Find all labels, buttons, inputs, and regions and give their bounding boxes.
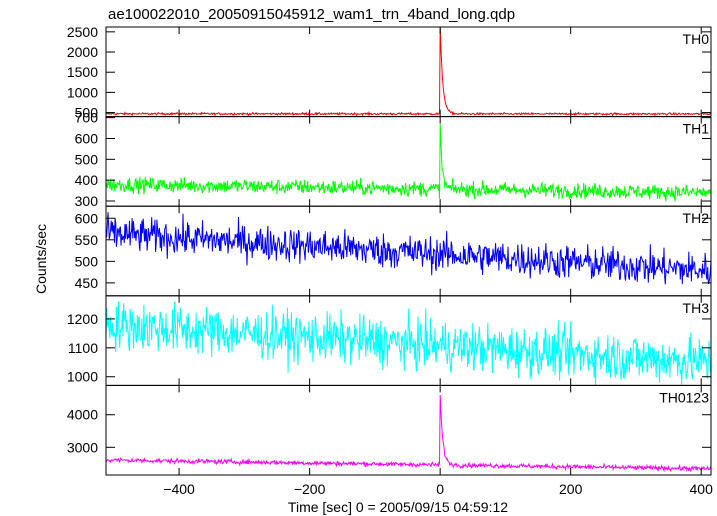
y-tick-label: 3000	[67, 439, 98, 455]
y-tick-label: 4000	[67, 407, 98, 423]
x-tick-label: 400	[690, 481, 714, 497]
series-line-th0123	[106, 394, 711, 473]
panel-label: TH2	[683, 210, 710, 226]
series-line-th3	[106, 301, 711, 386]
series-line-th1	[106, 124, 711, 202]
y-tick-label: 2000	[67, 44, 98, 60]
y-tick-label: 500	[75, 105, 99, 121]
series-line-th0	[106, 27, 711, 117]
panel-th3: 1000 1100 1200 TH3	[67, 295, 712, 386]
y-tick-label: 300	[75, 193, 99, 209]
y-tick-label: 500	[75, 253, 99, 269]
y-tick-label: 550	[75, 232, 99, 248]
panel-frame	[105, 384, 712, 476]
x-tick-label: 200	[559, 481, 583, 497]
y-tick-label: 1500	[67, 64, 98, 80]
y-tick-label: 1200	[67, 311, 98, 327]
y-tick-label: 600	[75, 130, 99, 146]
y-tick-label: 600	[75, 210, 99, 226]
y-tick-label: 450	[75, 275, 99, 291]
panels: 500 1000 1500 2000 2500 TH0 300 400 500 600 700 TH1…	[67, 24, 712, 476]
series-line-th2	[106, 212, 711, 285]
panel-th0: 500 1000 1500 2000 2500 TH0	[67, 24, 712, 121]
y-tick-label: 1100	[68, 340, 98, 356]
y-tick-label: 1000	[67, 369, 98, 385]
y-tick-label: 700	[75, 110, 99, 126]
y-tick-label: 1000	[67, 84, 98, 100]
panel-th2: 450 500 550 600 TH2	[75, 205, 712, 297]
panel-th1: 300 400 500 600 700 TH1	[75, 110, 712, 209]
panel-label: TH1	[683, 121, 710, 137]
panel-frame	[105, 26, 712, 118]
chart-title: ae100022010_20050915045912_wam1_trn_4ban…	[108, 6, 515, 23]
y-tick-label: 500	[75, 151, 99, 167]
y-tick-label: 400	[75, 172, 99, 188]
x-axis: −400 −200 0 200 400	[163, 481, 713, 497]
x-tick-label: −400	[163, 481, 195, 497]
x-tick-label: 0	[436, 481, 444, 497]
panel-label: TH0123	[659, 389, 709, 405]
panel-label: TH0	[683, 31, 710, 47]
y-axis-label: Counts/sec	[33, 224, 49, 294]
panel-th0123: 3000 4000 TH0123	[67, 384, 712, 476]
y-tick-label: 2500	[67, 24, 98, 40]
x-axis-label: Time [sec] 0 = 2005/09/15 04:59:12	[288, 499, 508, 515]
x-tick-label: −200	[294, 481, 326, 497]
panel-label: TH3	[683, 300, 710, 316]
